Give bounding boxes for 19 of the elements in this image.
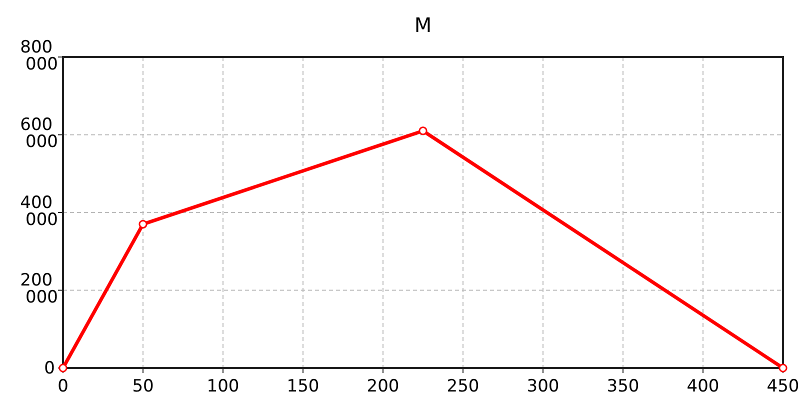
point [778,364,788,372]
y-tick-label: 800 000 [20,37,58,74]
y-tick-label: 200 000 [20,270,58,308]
x-tick-label: 150 [286,376,320,396]
x-tick-label: 50 [132,376,154,396]
x-tick-label: 300 [526,376,560,396]
y-tick-label: 400 000 [20,192,58,230]
x-tick-label: 450 [766,376,800,396]
point [138,220,148,228]
x-tick-label: 350 [606,376,640,396]
x-tick-label: 100 [206,376,240,396]
y-tick-label: 600 000 [20,114,58,152]
chart-title: M [414,13,432,37]
x-tick-label: 400 [686,376,720,396]
x-tick-label: 250 [446,376,480,396]
x-tick-label: 200 [366,376,400,396]
point [418,126,428,136]
point [58,364,68,372]
y-tick-label: 0 [44,358,55,378]
